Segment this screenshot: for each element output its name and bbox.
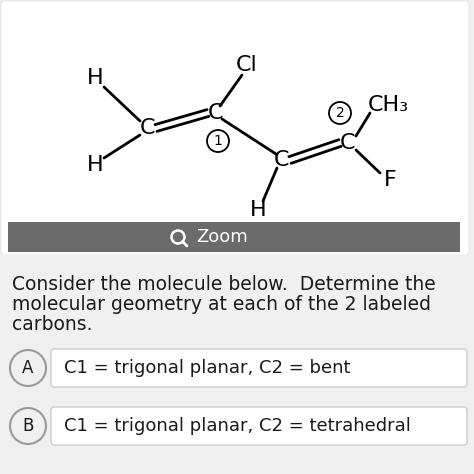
FancyBboxPatch shape [1,1,469,255]
Text: Consider the molecule below.  Determine the: Consider the molecule below. Determine t… [12,275,436,294]
Text: C: C [274,150,290,170]
FancyBboxPatch shape [51,349,467,387]
Text: molecular geometry at each of the 2 labeled: molecular geometry at each of the 2 labe… [12,295,431,314]
Text: A: A [22,359,34,377]
Text: C: C [140,118,156,138]
Text: Cl: Cl [236,55,258,75]
Text: C1 = trigonal planar, C2 = tetrahedral: C1 = trigonal planar, C2 = tetrahedral [64,417,411,435]
Text: 1: 1 [214,134,222,148]
Text: CH₃: CH₃ [367,95,409,115]
Text: carbons.: carbons. [12,315,92,334]
Text: C: C [208,103,224,123]
Text: H: H [87,155,103,175]
Text: 2: 2 [336,106,345,120]
Text: H: H [87,68,103,88]
Text: F: F [383,170,396,190]
Text: Zoom: Zoom [196,228,248,246]
Text: C: C [340,133,356,153]
FancyBboxPatch shape [8,222,460,252]
FancyBboxPatch shape [1,255,469,473]
Text: C1 = trigonal planar, C2 = bent: C1 = trigonal planar, C2 = bent [64,359,350,377]
Text: B: B [22,417,34,435]
FancyBboxPatch shape [51,407,467,445]
Text: H: H [250,200,266,220]
